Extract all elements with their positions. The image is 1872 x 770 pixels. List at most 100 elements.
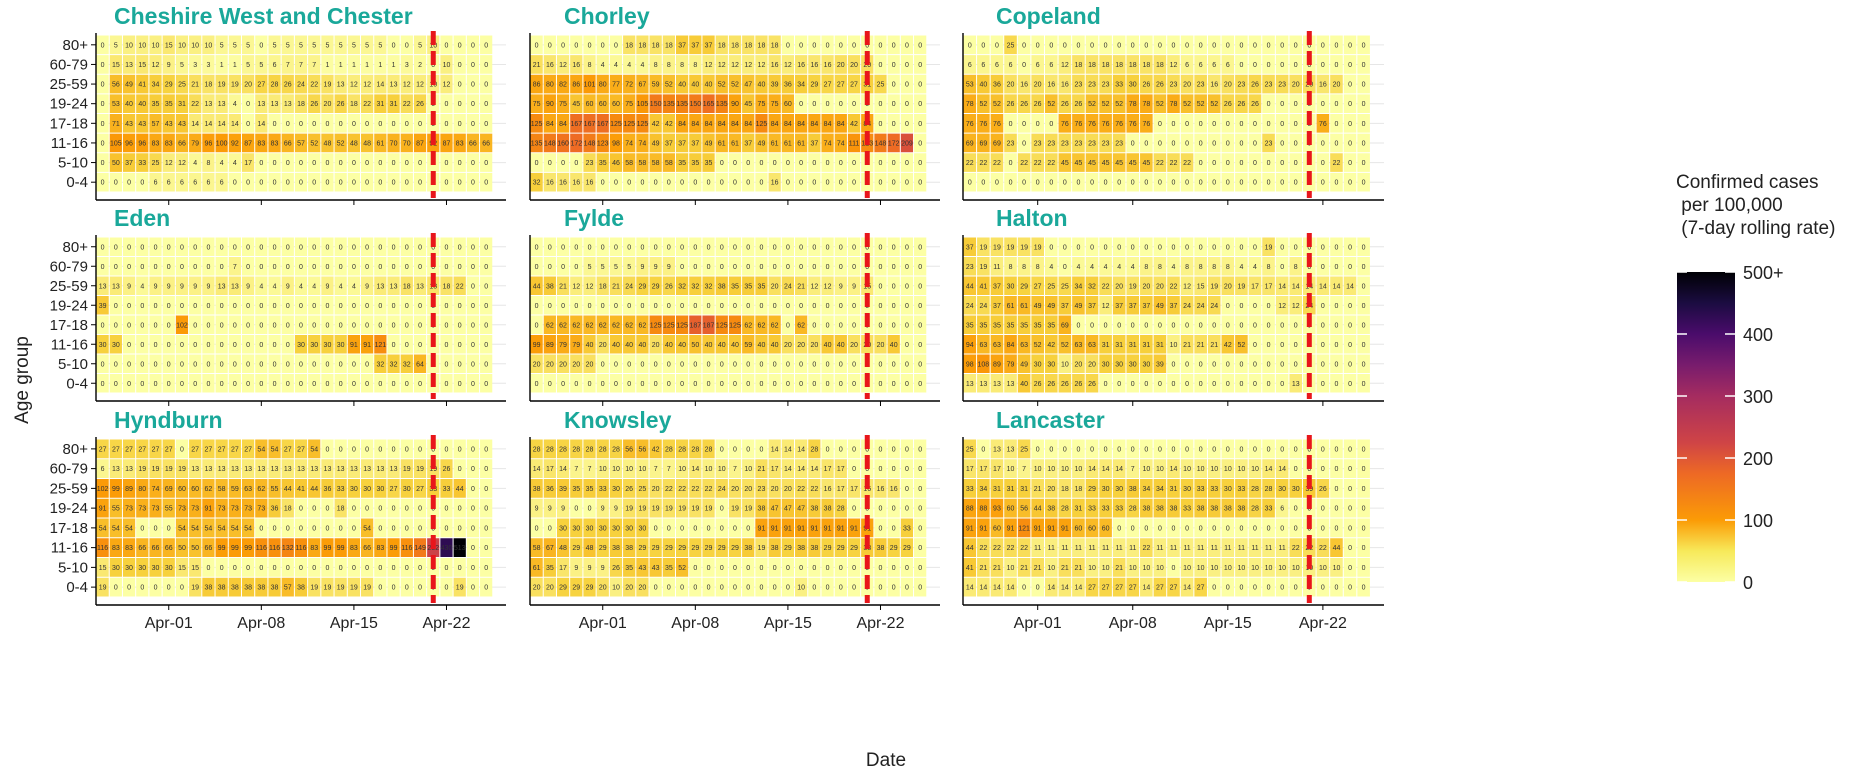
cell-label: 10 xyxy=(1197,565,1205,572)
cell-label: 13 xyxy=(363,466,371,473)
cell-label: 19 xyxy=(337,585,345,592)
cell-label: 33 xyxy=(138,160,146,167)
cell-label: 75 xyxy=(758,101,766,108)
cell-label: 123 xyxy=(597,140,609,147)
heatmap-cell xyxy=(808,153,821,172)
cell-label: 0 xyxy=(180,585,184,592)
cell-label: 0 xyxy=(445,322,449,329)
cell-label: 35 xyxy=(599,160,607,167)
heatmap-cell xyxy=(122,172,136,192)
cell-label: 61 xyxy=(797,140,805,147)
cell-label: 33 xyxy=(599,486,607,493)
cell-label: 96 xyxy=(138,140,146,147)
cell-label: 27 xyxy=(390,486,398,493)
heatmap-cell xyxy=(977,74,990,94)
cell-label: 0 xyxy=(246,264,250,271)
cell-label: 0 xyxy=(312,244,316,251)
cell-label: 21 xyxy=(797,283,805,290)
heatmap-cell xyxy=(768,114,781,133)
cell-label: 0 xyxy=(892,101,896,108)
cell-label: 62 xyxy=(625,322,633,329)
cell-label: 91 xyxy=(99,506,107,513)
cell-label: 29 xyxy=(599,545,607,552)
cell-label: 4 xyxy=(627,62,631,69)
cell-label: 62 xyxy=(546,322,554,329)
cell-label: 0 xyxy=(1348,121,1352,128)
cell-label: 8 xyxy=(1036,264,1040,271)
heatmap-cell xyxy=(675,153,689,172)
cell-label: 13 xyxy=(257,101,265,108)
cell-label: 6 xyxy=(154,180,158,187)
cell-label: 125 xyxy=(531,121,543,128)
cell-label: 0 xyxy=(1335,140,1339,147)
cell-label: 79 xyxy=(572,342,580,349)
heatmap-cell xyxy=(480,114,493,133)
cell-label: 30 xyxy=(376,486,384,493)
cell-label: 19 xyxy=(665,506,673,513)
cell-label: 19 xyxy=(363,585,371,592)
heatmap-cell xyxy=(109,55,122,74)
cell-label: 1 xyxy=(325,62,329,69)
cell-label: 0 xyxy=(1226,160,1230,167)
cell-label: 98 xyxy=(612,140,620,147)
cell-label: 42 xyxy=(652,121,660,128)
cell-label: 19 xyxy=(138,466,146,473)
cell-label: 0 xyxy=(140,244,144,251)
cell-label: 0 xyxy=(273,322,277,329)
heatmap-cell xyxy=(662,94,675,113)
cell-label: 0 xyxy=(680,381,684,388)
heatmap-cell xyxy=(1072,114,1085,133)
cell-label: 18 xyxy=(758,42,766,49)
cell-label: 0 xyxy=(1267,322,1271,329)
cell-label: 0 xyxy=(1335,342,1339,349)
heatmap-cell xyxy=(281,133,294,153)
cell-label: 0 xyxy=(220,264,224,271)
cell-label: 0 xyxy=(352,506,356,513)
cell-label: 0 xyxy=(1362,525,1366,532)
cell-label: 31 xyxy=(1115,342,1123,349)
cell-label: 0 xyxy=(1280,525,1284,532)
cell-label: 21 xyxy=(1197,342,1205,349)
legend-tick-label: 500+ xyxy=(1743,263,1784,283)
cell-label: 0 xyxy=(1131,42,1135,49)
heatmap-cell xyxy=(189,153,202,172)
heatmap-cell xyxy=(480,55,493,74)
cell-label: 0 xyxy=(1199,381,1203,388)
heatmap-cell xyxy=(387,172,400,192)
cell-label: 0 xyxy=(1022,42,1026,49)
cell-label: 1 xyxy=(339,62,343,69)
cell-label: 29 xyxy=(810,82,818,89)
cell-label: 10 xyxy=(178,42,186,49)
cell-label: 77 xyxy=(612,82,620,89)
cell-label: 149 xyxy=(414,545,426,552)
cell-label: 19 xyxy=(310,585,318,592)
cell-label: 18 xyxy=(771,42,779,49)
cell-label: 0 xyxy=(535,264,539,271)
cell-label: 44 xyxy=(284,486,292,493)
cell-label: 0 xyxy=(114,244,118,251)
cell-label: 4 xyxy=(1172,264,1176,271)
cell-label: 0 xyxy=(286,361,290,368)
heatmap-cell xyxy=(1031,74,1044,94)
cell-label: 0 xyxy=(471,264,475,271)
cell-label: 73 xyxy=(125,506,133,513)
cell-label: 20 xyxy=(797,342,805,349)
cell-label: 0 xyxy=(654,244,658,251)
cell-label: 23 xyxy=(1170,82,1178,89)
cell-label: 0 xyxy=(759,244,763,251)
cell-label: 0 xyxy=(773,264,777,271)
cell-label: 105 xyxy=(110,140,122,147)
cell-label: 0 xyxy=(378,244,382,251)
heatmap-cell xyxy=(977,35,990,55)
cell-label: 44 xyxy=(1333,545,1341,552)
cell-label: 0 xyxy=(405,565,409,572)
cell-label: 54 xyxy=(191,525,199,532)
cell-label: 84 xyxy=(797,121,805,128)
cell-label: 0 xyxy=(154,381,158,388)
cell-label: 22 xyxy=(1007,545,1015,552)
cell-label: 10 xyxy=(125,42,133,49)
cell-label: 0 xyxy=(101,160,105,167)
heatmap-cell xyxy=(609,74,623,94)
